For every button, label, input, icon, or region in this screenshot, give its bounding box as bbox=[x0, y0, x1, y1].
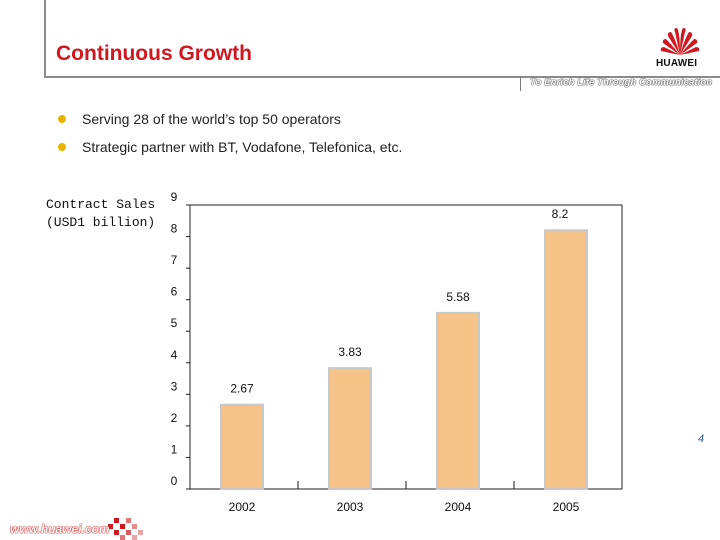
bullet-icon bbox=[58, 143, 66, 151]
huawei-logo-icon bbox=[660, 28, 700, 55]
data-label-2004: 5.58 bbox=[446, 290, 470, 304]
y-tick-label: 4 bbox=[171, 348, 178, 362]
data-label-2002: 2.67 bbox=[230, 382, 254, 396]
y-tick-label: 7 bbox=[171, 253, 178, 267]
page-number: 4 bbox=[698, 433, 705, 445]
y-tick-label: 2 bbox=[171, 411, 178, 425]
x-tick-label-2002: 2002 bbox=[229, 500, 256, 514]
y-axis-label-line1: Contract Sales bbox=[46, 197, 156, 212]
brand-wordmark: HUAWEI bbox=[656, 58, 698, 69]
bar-2002 bbox=[220, 403, 264, 491]
y-tick-label: 1 bbox=[171, 442, 178, 456]
y-tick-label: 5 bbox=[171, 316, 178, 330]
bar-2004 bbox=[436, 311, 480, 491]
y-axis-label-line2: (USD1 billion) bbox=[46, 215, 156, 230]
x-tick-label-2004: 2004 bbox=[445, 500, 472, 514]
header-horizontal-rule bbox=[44, 76, 720, 78]
data-label-2005: 8.2 bbox=[552, 207, 569, 221]
tagline: To Enrich Life Through Communication bbox=[530, 77, 713, 88]
bullet-text: Strategic partner with BT, Vodafone, Tel… bbox=[82, 139, 403, 155]
y-axis-label: Contract Sales (USD1 billion) bbox=[46, 196, 155, 232]
bar-2003 bbox=[328, 367, 372, 490]
y-tick-label: 9 bbox=[171, 190, 178, 204]
bullet-text: Serving 28 of the world’s top 50 operato… bbox=[82, 111, 341, 127]
x-tick-label-2005: 2005 bbox=[553, 500, 580, 514]
footer-url: www.huawei.com bbox=[10, 522, 110, 536]
y-tick-label: 6 bbox=[171, 285, 178, 299]
header-vertical-rule bbox=[44, 0, 46, 76]
bar-2005 bbox=[544, 229, 588, 490]
slide-title: Continuous Growth bbox=[56, 42, 252, 65]
data-label-2003: 3.83 bbox=[338, 345, 362, 359]
bullet-icon bbox=[58, 115, 66, 123]
footer-pixel-decoration-icon bbox=[108, 518, 143, 540]
y-tick-label: 3 bbox=[171, 379, 178, 393]
y-tick-label: 8 bbox=[171, 222, 178, 236]
y-tick-label: 0 bbox=[171, 474, 178, 488]
x-tick-label-2003: 2003 bbox=[337, 500, 364, 514]
tagline-divider bbox=[520, 77, 720, 91]
